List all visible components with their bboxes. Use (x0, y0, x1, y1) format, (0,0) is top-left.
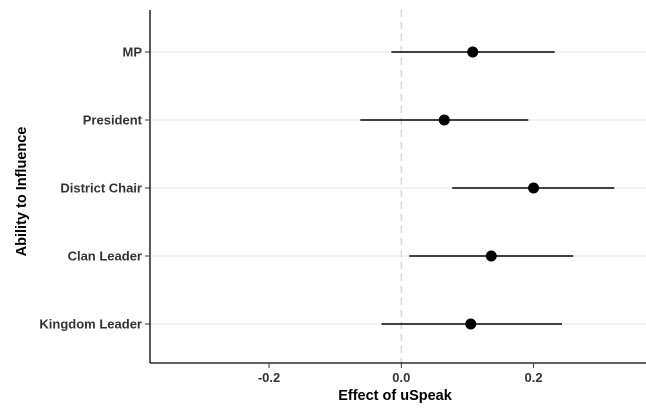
point-estimate (465, 318, 477, 330)
point-estimate (467, 46, 479, 58)
y-tick-label: President (83, 113, 143, 128)
x-axis-title: Effect of uSpeak (338, 388, 453, 404)
point-estimate (438, 114, 450, 126)
y-tick-label: MP (123, 45, 143, 60)
x-tick-label: 0.0 (392, 370, 410, 385)
y-tick-label: Kingdom Leader (39, 317, 142, 332)
x-axis-ticks: -0.2 0.0 0.2 (258, 363, 543, 385)
y-axis-title: Ability to Influence (14, 127, 30, 257)
point-estimate (485, 250, 497, 262)
x-tick-label: 0.2 (525, 370, 543, 385)
point-estimate (528, 182, 540, 194)
y-tick-label: Clan Leader (68, 249, 142, 264)
y-tick-label: District Chair (60, 181, 142, 196)
plot-marks (360, 46, 615, 330)
x-tick-label: -0.2 (258, 370, 280, 385)
y-axis-ticks: MP President District Chair Clan Leader King… (39, 45, 150, 332)
